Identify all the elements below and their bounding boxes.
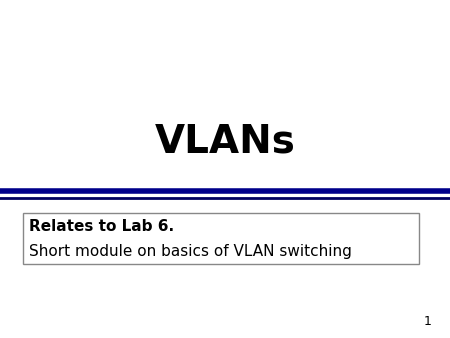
Text: VLANs: VLANs — [154, 123, 296, 161]
Text: 1: 1 — [424, 315, 432, 328]
Text: Relates to Lab 6.: Relates to Lab 6. — [29, 219, 175, 234]
Text: Short module on basics of VLAN switching: Short module on basics of VLAN switching — [29, 244, 352, 259]
FancyBboxPatch shape — [22, 213, 418, 264]
